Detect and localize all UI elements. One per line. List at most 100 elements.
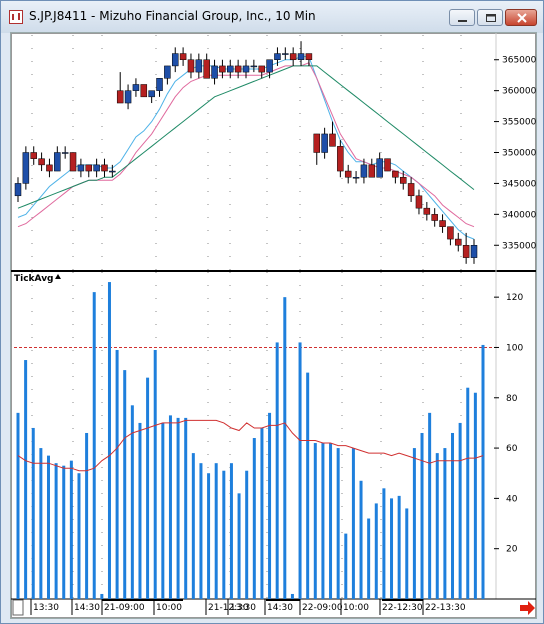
candle-body (266, 59, 273, 73)
candle-body (61, 152, 69, 154)
volume-bar (237, 493, 241, 599)
candle (156, 78, 163, 97)
volume-tick-label: 20 (506, 545, 518, 555)
chart-canvas[interactable]: 365000 360000 355000 350000 345000 340000 3350… (11, 33, 536, 618)
tickavg-line (17, 419, 484, 472)
candle-body (124, 90, 132, 104)
volume-bar (207, 473, 211, 599)
volume-bar (153, 349, 157, 599)
candle (415, 189, 423, 215)
candle (462, 232, 470, 264)
volume-bar (54, 463, 58, 599)
volume-bar (359, 480, 363, 599)
candle (203, 53, 210, 79)
title-bar[interactable]: S.JP.J8411 - Mizuho Financial Group, Inc… (1, 1, 543, 33)
volume-bar (39, 448, 43, 599)
candle-body (282, 53, 289, 55)
candle-body (203, 59, 210, 79)
volume-bar (451, 432, 455, 599)
volume-bar (268, 412, 272, 599)
candle-body (69, 152, 77, 172)
candle-body (93, 164, 100, 172)
volume-bar (138, 422, 142, 599)
candle (124, 84, 132, 110)
candle (46, 158, 53, 178)
candle-body (54, 152, 61, 172)
candle-body (234, 65, 242, 73)
candle-body (195, 59, 203, 73)
candle-body (392, 170, 399, 178)
time-tick-label: 14:30 (74, 603, 100, 613)
candle (148, 90, 155, 104)
candle (399, 171, 407, 190)
candle-body (337, 146, 344, 172)
volume-bar (245, 470, 249, 599)
candle (242, 59, 250, 79)
candle-body (14, 183, 22, 197)
moving-average-line (17, 65, 475, 209)
volume-bar (229, 463, 233, 599)
candle (61, 146, 69, 159)
time-tick-label: 13:30 (33, 603, 59, 613)
candle (22, 146, 30, 190)
candle (211, 59, 218, 85)
candle-body (219, 65, 226, 73)
chart-area[interactable]: 365000 360000 355000 350000 345000 340000 3350… (10, 32, 537, 619)
candle (164, 65, 171, 85)
candle (116, 72, 124, 104)
time-tick-label: 10:00 (156, 603, 182, 613)
volume-bar (390, 498, 394, 599)
maximize-button[interactable] (477, 9, 503, 26)
volume-bar (336, 448, 340, 599)
time-tick-label: 22-12:30 (382, 603, 423, 613)
candle (447, 226, 454, 246)
candle (439, 214, 446, 233)
volume-bar (184, 417, 188, 599)
price-tick-label: 345000 (502, 179, 536, 189)
candle-body (297, 53, 305, 60)
minimize-button[interactable] (449, 9, 475, 26)
candle-body (423, 207, 431, 215)
candle-body (22, 152, 30, 184)
volume-bar (77, 473, 81, 599)
volume-bar (275, 342, 279, 599)
candle-body (258, 65, 265, 73)
candle (187, 53, 195, 79)
volume-tick-label: 100 (506, 343, 523, 353)
candle (171, 47, 179, 73)
candle (274, 47, 281, 66)
candle (360, 158, 368, 184)
candle (93, 158, 100, 178)
volume-bar (176, 417, 180, 599)
candle-body (321, 133, 328, 153)
time-tick-label: 22-09:00 (302, 603, 343, 613)
candle-body (227, 65, 234, 73)
candle (54, 146, 61, 172)
price-tick-label: 365000 (502, 56, 536, 66)
candle (195, 53, 203, 79)
price-tick-label: 350000 (502, 149, 536, 159)
close-button[interactable] (505, 9, 537, 26)
volume-bar (123, 370, 127, 599)
candle-body (329, 133, 336, 147)
candle-body (211, 65, 218, 79)
candle-body (344, 170, 352, 178)
right-arrow-icon[interactable] (520, 601, 535, 615)
candle (250, 59, 258, 73)
volume-bar (298, 342, 302, 599)
volume-bar (405, 508, 409, 599)
volume-bar (168, 415, 172, 599)
volume-bar (252, 438, 256, 599)
candle-body (360, 164, 368, 178)
volume-bar (222, 470, 226, 599)
volume-bar (412, 448, 416, 599)
candle (392, 170, 399, 184)
candle (407, 177, 415, 202)
candle-body (171, 53, 179, 67)
candle (368, 158, 376, 178)
volume-bar (130, 405, 134, 599)
scroll-thumb[interactable] (12, 599, 24, 616)
volume-bar (100, 593, 104, 599)
volume-tick-label: 120 (506, 293, 523, 303)
